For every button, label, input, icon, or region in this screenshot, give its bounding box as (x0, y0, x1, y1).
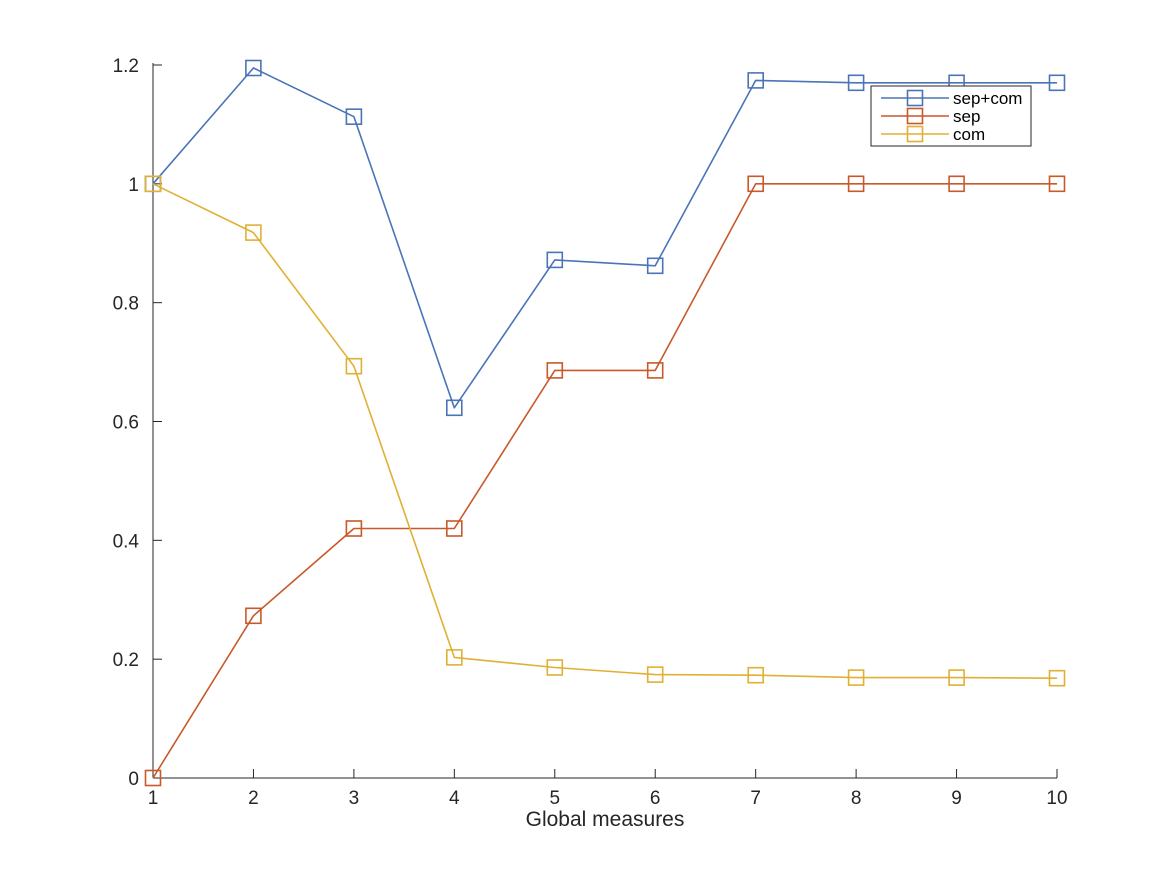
data-point-marker (948, 669, 965, 686)
series-line (152, 67, 1057, 409)
data-point-marker (646, 362, 664, 379)
x-tick-label: 7 (750, 788, 761, 809)
data-point-marker (245, 607, 262, 625)
data-point-marker (1048, 74, 1066, 92)
x-tick-label: 8 (851, 788, 862, 809)
data-point-marker (646, 257, 664, 275)
y-tick-label: 0 (128, 769, 139, 790)
x-axis-title: Global measures (526, 808, 685, 831)
x-tick-label: 6 (650, 788, 661, 809)
data-point-marker (245, 224, 262, 241)
y-tick-label: 0.6 (113, 413, 139, 434)
data-point-marker (445, 649, 463, 666)
x-tick-label: 2 (248, 788, 259, 809)
legend-label: com (953, 125, 985, 144)
series-line (152, 183, 1058, 679)
series-com (144, 175, 1066, 687)
data-point-marker (345, 357, 363, 375)
data-point-marker (445, 520, 463, 537)
data-point-marker (1048, 175, 1066, 193)
data-point-marker (847, 74, 865, 92)
data-point-marker (747, 666, 765, 684)
data-point-marker (245, 59, 262, 77)
x-tick-label: 9 (951, 788, 962, 809)
data-point-marker (144, 175, 162, 193)
data-point-marker (445, 399, 463, 417)
x-tick-label: 10 (1046, 788, 1067, 809)
data-point-marker (646, 666, 664, 683)
axes: 1 2 3 4 5 6 7 8 9 10 0 0.2 0.4 0.6 0.8 1 1.2 (113, 56, 1068, 809)
series-sep-com (144, 59, 1066, 417)
data-point-marker (345, 520, 363, 537)
data-point-marker (546, 659, 564, 676)
data-point-marker (144, 769, 162, 787)
x-tick-label: 5 (549, 788, 560, 809)
series-sep (144, 175, 1066, 787)
x-tick-label: 4 (449, 788, 460, 809)
legend-label: sep+com (953, 89, 1022, 108)
x-tick-label: 3 (349, 788, 360, 809)
data-point-marker (546, 362, 564, 379)
y-tick-label: 1 (128, 175, 139, 196)
legend-marker-swatch (906, 89, 924, 107)
y-tick-label: 0.8 (113, 294, 139, 315)
series-layer (144, 59, 1066, 787)
data-point-marker (747, 175, 765, 193)
legend-marker-swatch (906, 125, 924, 143)
data-point-marker (747, 72, 765, 89)
series-line (152, 183, 1057, 779)
data-point-marker (847, 669, 865, 686)
data-point-marker (546, 251, 564, 269)
y-tick-label: 1.2 (113, 56, 139, 77)
data-point-marker (1048, 669, 1066, 687)
y-tick-label: 0.4 (113, 531, 140, 552)
data-point-marker (847, 175, 865, 193)
x-tick-label: 1 (148, 788, 159, 809)
legend-entry: sep+com (881, 89, 1022, 108)
data-point-marker (345, 108, 363, 125)
data-point-marker (948, 175, 965, 193)
legend-entry: sep (881, 107, 980, 126)
legend-entry: com (881, 125, 985, 144)
y-tick-label: 0.2 (113, 650, 139, 671)
legend-marker-swatch (906, 107, 924, 125)
legend-label: sep (953, 107, 980, 126)
